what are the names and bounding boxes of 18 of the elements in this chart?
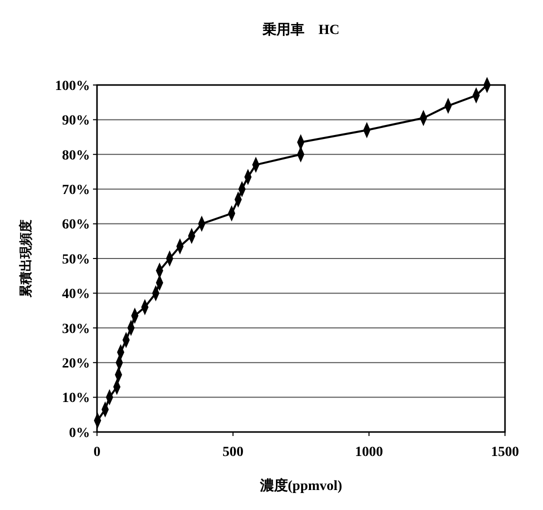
y-axis-title: 累積出現頻度	[18, 220, 33, 298]
x-axis-title: 濃度(ppmvol)	[258, 477, 343, 494]
y-tick-label: 0%	[69, 426, 90, 441]
x-tick-label: 1500	[491, 445, 519, 460]
y-tick-label: 40%	[62, 287, 90, 302]
y-tick-label: 10%	[62, 391, 90, 406]
y-tick-label: 80%	[62, 148, 90, 164]
x-tick-label: 500	[222, 445, 244, 460]
x-tick-label: 0	[94, 445, 100, 460]
y-tick-label: 100%	[55, 78, 90, 94]
chart-title: 乗用車 HC	[262, 21, 340, 38]
y-tick-label: 90%	[62, 114, 90, 129]
y-tick-label: 50%	[62, 252, 90, 268]
x-tick-label: 1000	[355, 445, 383, 460]
y-tick-label: 60%	[62, 218, 90, 233]
y-tick-label: 20%	[62, 356, 90, 372]
y-tick-label: 30%	[62, 322, 90, 337]
y-tick-label: 70%	[62, 183, 90, 198]
